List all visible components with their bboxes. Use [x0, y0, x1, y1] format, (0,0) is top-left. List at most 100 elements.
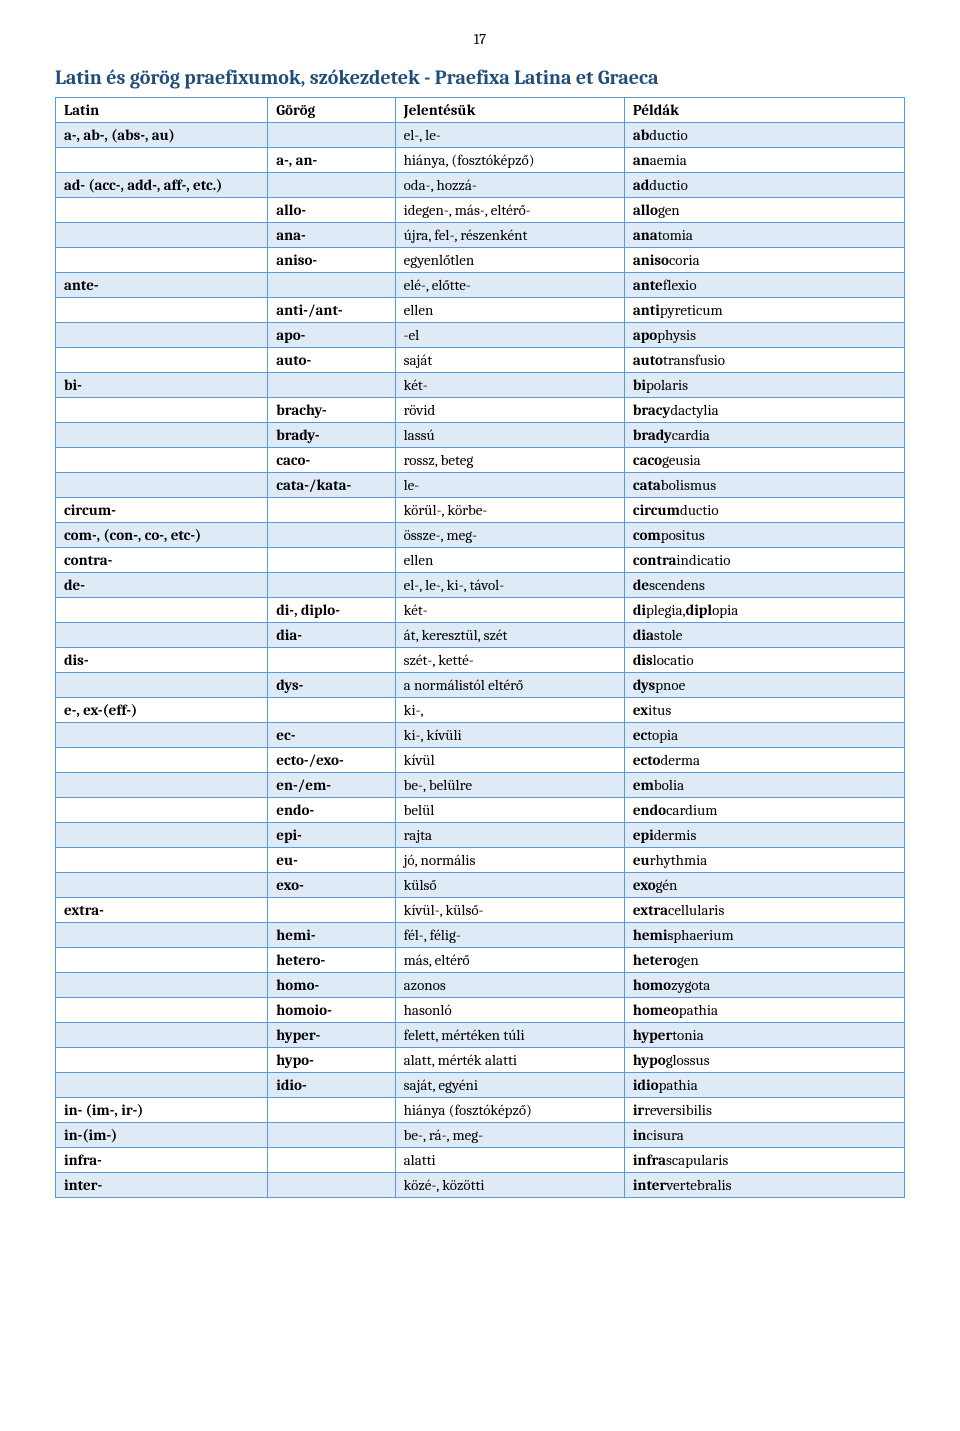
cell-example: abductio — [624, 123, 904, 148]
cell-meaning: -el — [395, 323, 624, 348]
cell-example: apophysis — [624, 323, 904, 348]
cell-example: bradycardia — [624, 423, 904, 448]
cell-meaning: át, keresztül, szét — [395, 623, 624, 648]
cell-greek: hypo- — [268, 1048, 395, 1073]
cell-meaning: alatti — [395, 1148, 624, 1173]
table-row: di-, diplo-két-diplegia,diplopia — [56, 598, 905, 623]
cell-example: intervertebralis — [624, 1173, 904, 1198]
col-greek: Görög — [268, 98, 395, 123]
table-row: com-, (con-, co-, etc-)össze-, meg-compo… — [56, 523, 905, 548]
cell-latin — [56, 598, 268, 623]
cell-greek: a-, an- — [268, 148, 395, 173]
table-row: cata-/kata-le-catabolismus — [56, 473, 905, 498]
cell-greek — [268, 498, 395, 523]
table-row: eu-jó, normáliseurhythmia — [56, 848, 905, 873]
table-row: ec-ki-, kívüliectopia — [56, 723, 905, 748]
cell-meaning: ki-, — [395, 698, 624, 723]
cell-greek: dys- — [268, 673, 395, 698]
cell-greek — [268, 123, 395, 148]
table-row: auto-sajátautotransfusio — [56, 348, 905, 373]
table-row: ante-elé-, előtte-anteflexio — [56, 273, 905, 298]
table-row: caco-rossz, betegcacogeusia — [56, 448, 905, 473]
cell-example: diastole — [624, 623, 904, 648]
cell-latin: ante- — [56, 273, 268, 298]
cell-meaning: kívül-, külső- — [395, 898, 624, 923]
cell-greek: ecto-/exo- — [268, 748, 395, 773]
cell-latin — [56, 873, 268, 898]
cell-meaning: belül — [395, 798, 624, 823]
cell-meaning: be-, belülre — [395, 773, 624, 798]
cell-meaning: el-, le- — [395, 123, 624, 148]
cell-latin — [56, 423, 268, 448]
cell-meaning: két- — [395, 373, 624, 398]
cell-example: anteflexio — [624, 273, 904, 298]
cell-latin: de- — [56, 573, 268, 598]
cell-example: ectopia — [624, 723, 904, 748]
cell-example: idiopathia — [624, 1073, 904, 1098]
cell-meaning: ki-, kívüli — [395, 723, 624, 748]
cell-meaning: egyenlőtlen — [395, 248, 624, 273]
cell-latin — [56, 998, 268, 1023]
cell-latin: extra- — [56, 898, 268, 923]
cell-latin — [56, 923, 268, 948]
cell-latin — [56, 673, 268, 698]
cell-greek — [268, 548, 395, 573]
table-row: ecto-/exo-kívülectoderma — [56, 748, 905, 773]
cell-greek — [268, 173, 395, 198]
cell-example: autotransfusio — [624, 348, 904, 373]
cell-latin: dis- — [56, 648, 268, 673]
cell-meaning: újra, fel-, részenként — [395, 223, 624, 248]
cell-example: homeopathia — [624, 998, 904, 1023]
cell-latin — [56, 398, 268, 423]
cell-latin: bi- — [56, 373, 268, 398]
table-row: ad- (acc-, add-, aff-, etc.)oda-, hozzá-… — [56, 173, 905, 198]
cell-greek — [268, 273, 395, 298]
cell-meaning: be-, rá-, meg- — [395, 1123, 624, 1148]
cell-example: heterogen — [624, 948, 904, 973]
cell-latin — [56, 748, 268, 773]
cell-greek — [268, 1098, 395, 1123]
cell-latin — [56, 948, 268, 973]
cell-example: infrascapularis — [624, 1148, 904, 1173]
cell-greek: auto- — [268, 348, 395, 373]
col-latin: Latin — [56, 98, 268, 123]
table-row: in-(im-)be-, rá-, meg-incisura — [56, 1123, 905, 1148]
cell-greek: cata-/kata- — [268, 473, 395, 498]
cell-latin: in- (im-, ir-) — [56, 1098, 268, 1123]
table-row: hypo-alatt, mérték alattihypoglossus — [56, 1048, 905, 1073]
cell-meaning: saját — [395, 348, 624, 373]
table-row: in- (im-, ir-)hiánya (fosztóképző)irreve… — [56, 1098, 905, 1123]
cell-latin — [56, 473, 268, 498]
cell-latin — [56, 248, 268, 273]
cell-greek — [268, 1173, 395, 1198]
table-row: endo-belülendocardium — [56, 798, 905, 823]
cell-example: eurhythmia — [624, 848, 904, 873]
cell-latin — [56, 623, 268, 648]
cell-example: endocardium — [624, 798, 904, 823]
cell-greek: en-/em- — [268, 773, 395, 798]
cell-greek: eu- — [268, 848, 395, 873]
cell-greek — [268, 698, 395, 723]
cell-example: descendens — [624, 573, 904, 598]
table-row: aniso-egyenlőtlenanisocoria — [56, 248, 905, 273]
cell-example: homozygota — [624, 973, 904, 998]
cell-latin: contra- — [56, 548, 268, 573]
cell-example: bipolaris — [624, 373, 904, 398]
cell-greek: aniso- — [268, 248, 395, 273]
cell-example: extracellularis — [624, 898, 904, 923]
cell-example: exitus — [624, 698, 904, 723]
table-row: circum-körül-, körbe-circumductio — [56, 498, 905, 523]
cell-meaning: a normálistól eltérő — [395, 673, 624, 698]
cell-meaning: elé-, előtte- — [395, 273, 624, 298]
cell-latin — [56, 723, 268, 748]
cell-meaning: jó, normális — [395, 848, 624, 873]
cell-example: ectoderma — [624, 748, 904, 773]
table-row: extra-kívül-, külső-extracellularis — [56, 898, 905, 923]
cell-greek: ana- — [268, 223, 395, 248]
cell-greek: endo- — [268, 798, 395, 823]
table-row: infra-alattiinfrascapularis — [56, 1148, 905, 1173]
cell-greek: homoio- — [268, 998, 395, 1023]
cell-meaning: más, eltérő — [395, 948, 624, 973]
cell-greek: homo- — [268, 973, 395, 998]
cell-meaning: el-, le-, ki-, távol- — [395, 573, 624, 598]
